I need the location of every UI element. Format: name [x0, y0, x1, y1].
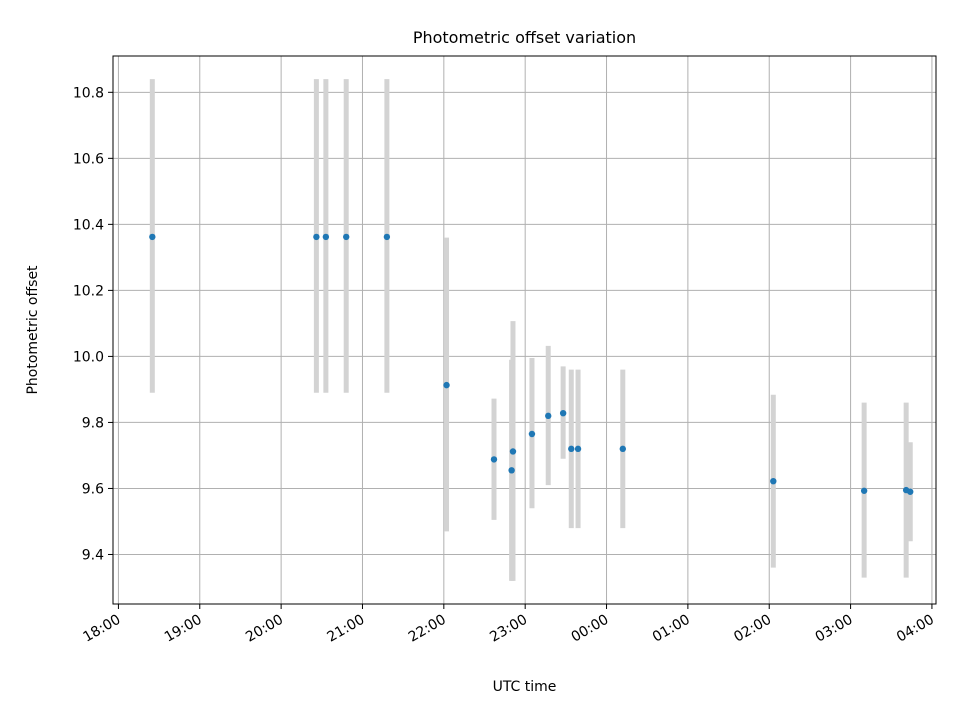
data-point: [574, 445, 582, 453]
data-point: [545, 412, 552, 420]
y-tick-label: 10.8: [73, 85, 104, 101]
y-tick-label: 9.4: [82, 547, 104, 563]
grid: [113, 56, 936, 604]
data-point: [860, 487, 868, 494]
data-point: [770, 477, 777, 485]
data-point: [149, 233, 156, 241]
data-point: [568, 445, 575, 453]
data-point: [443, 381, 450, 389]
data-point: [508, 467, 515, 474]
y-tick-label: 10.6: [73, 151, 104, 167]
data-point: [509, 448, 517, 455]
data-point: [559, 409, 567, 417]
data-points: [149, 233, 914, 495]
chart-title: Photometric offset variation: [413, 28, 636, 47]
data-point: [528, 430, 536, 438]
y-axis: 9.4 9.6 9.8 10.0 10.2 10.4 10.6 10.8: [73, 85, 113, 563]
plot-frame: [112, 55, 937, 605]
data-point: [490, 456, 498, 463]
data-point: [907, 488, 914, 495]
data-point: [343, 233, 350, 241]
data-point: [322, 233, 330, 241]
data-point: [313, 233, 320, 241]
y-tick-label: 9.6: [82, 481, 104, 497]
data-point: [383, 233, 391, 241]
y-tick-label: 10.2: [73, 283, 104, 299]
data-point: [619, 445, 626, 453]
y-tick-label: 10.0: [73, 349, 104, 365]
x-axis-label: UTC time: [493, 679, 557, 695]
y-tick-label: 9.8: [82, 415, 104, 431]
y-axis-label: Photometric offset: [25, 265, 41, 395]
y-tick-label: 10.4: [73, 217, 104, 233]
